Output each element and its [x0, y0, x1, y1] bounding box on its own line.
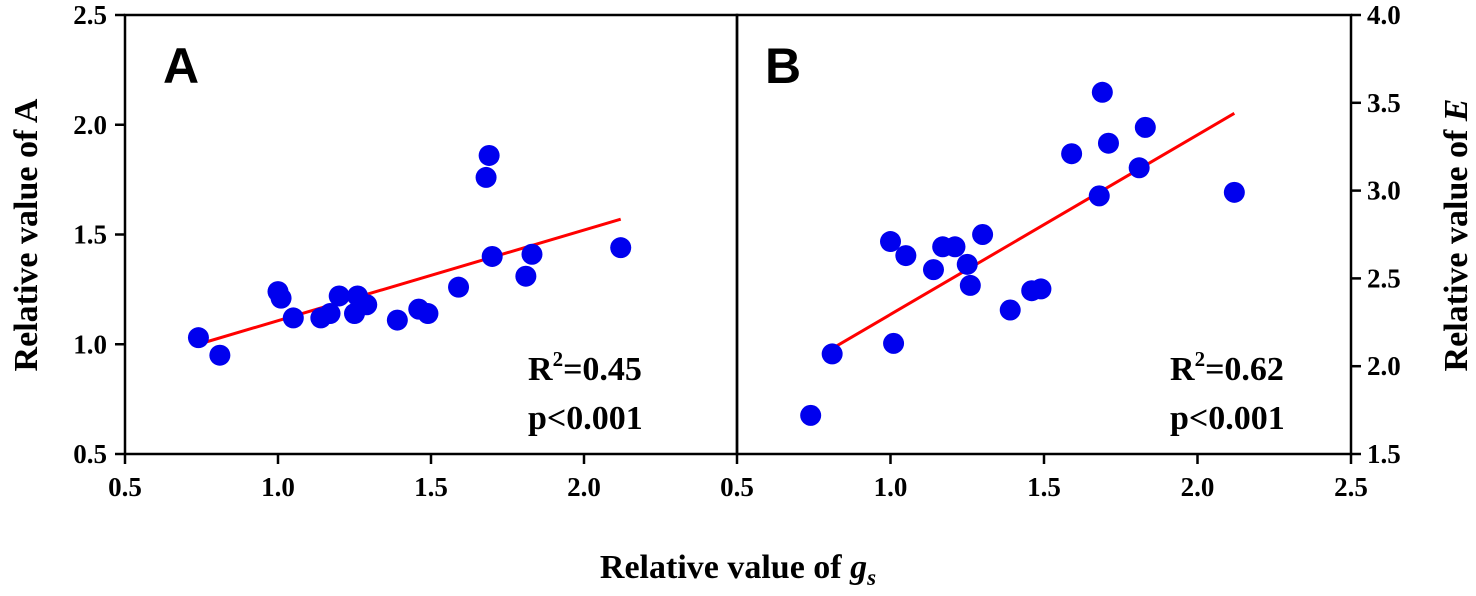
panel-b-frame — [735, 13, 1353, 456]
panel-b-y-axis-title-prefix: Relative value of — [1438, 121, 1475, 371]
x-axis-title-sub: s — [866, 565, 876, 590]
panel-a-data-point — [475, 166, 497, 188]
panel-b-y-axis-title-var: E — [1438, 99, 1475, 123]
panel-a-p-value: p<0.001 — [528, 400, 643, 437]
panel-b-p-value: p<0.001 — [1170, 400, 1285, 437]
panel-b-data-point — [972, 224, 994, 245]
panel-b-data-point — [959, 274, 981, 296]
x-axis-title: Relative value of gs — [600, 549, 876, 590]
panel-a-y-tick-label: 2.5 — [73, 0, 107, 30]
panel-b-data-point — [944, 236, 966, 258]
panel-b-ticks: 0.5 1.0 1.5 2.0 2.51.52.02.53.03.54.0 — [720, 0, 1401, 502]
panel-a-x-tick-label: 2.0 — [567, 472, 601, 502]
panel-b-data-point — [922, 259, 944, 281]
panel-a-data-point — [610, 237, 632, 259]
panel-a-data-point — [521, 243, 543, 265]
panel-b-y-tick-label: 2.5 — [1367, 263, 1401, 293]
panel-b-data-point — [1128, 157, 1150, 179]
panel-b-data-point — [821, 343, 843, 365]
panel-b-data-point — [800, 404, 822, 426]
panel-a-label: A — [163, 38, 199, 94]
panel-a-data-point — [270, 287, 292, 309]
panel-a-y-tick-label: 1.0 — [73, 329, 107, 359]
x-axis-title-prefix: Relative value of — [600, 549, 850, 586]
panel-a-points — [187, 144, 632, 366]
panel-a-data-point — [187, 327, 209, 349]
panel-b-fit-line-group — [822, 112, 1236, 356]
panel-a-y-tick-label: 0.5 — [73, 439, 107, 469]
panel-b-x-tick-label: 2.0 — [1181, 472, 1215, 502]
panel-a-data-point — [328, 285, 350, 307]
panel-a-data-point — [417, 303, 439, 325]
panel-b-fit-line — [822, 112, 1236, 356]
panel-a-data-point — [319, 303, 341, 325]
panel-b-data-point — [956, 253, 978, 275]
panel-a-r2-label: R — [528, 351, 553, 388]
panel-b-data-point — [1091, 81, 1113, 103]
panel-b-x-tick-label: 2.5 — [1334, 472, 1368, 502]
panel-b-data-point — [880, 231, 901, 253]
panel-a-ticks: 0.5 1.0 1.5 2.0 0.5 1.0 1.5 2.0 2.5 — [73, 0, 601, 502]
panel-b-data-point — [1088, 185, 1110, 207]
panel-b-y-axis-title: Relative value of E — [1438, 99, 1475, 372]
panel-a-r2-value: =0.45 — [563, 351, 642, 388]
panel-a-data-point — [478, 144, 500, 166]
panel-b-x-tick-label: 1.0 — [874, 472, 908, 502]
panel-b-y-tick-label: 4.0 — [1367, 0, 1401, 30]
panel-b-data-point — [999, 299, 1021, 321]
panel-a-data-point — [356, 294, 378, 316]
panel-b-x-tick-label: 0.5 — [720, 472, 754, 502]
panel-b-data-point — [1030, 278, 1052, 300]
panel-b-points — [800, 81, 1245, 426]
panel-a-y-axis-title: Relative value of A — [8, 98, 45, 371]
panel-a-r2-sup: 2 — [553, 347, 564, 371]
panel-a-r2: R2=0.45 — [528, 347, 642, 388]
panel-a-y-tick-label: 1.5 — [73, 220, 107, 250]
panel-a-data-point — [481, 245, 503, 267]
panel-b-y-tick-label: 3.5 — [1367, 88, 1401, 118]
panel-a-frame — [123, 13, 739, 456]
panel-b-r2-sup: 2 — [1195, 347, 1206, 371]
panel-b-data-point — [1097, 132, 1119, 154]
panel-b-data-point — [883, 332, 905, 354]
panel-b-data-point — [1223, 181, 1245, 203]
panel-b-r2: R2=0.62 — [1170, 347, 1284, 388]
panel-a-data-point — [209, 344, 231, 366]
panel-a-data-point — [386, 309, 408, 331]
panel-a-y-tick-label: 2.0 — [73, 110, 107, 140]
panel-b-label: B — [765, 38, 801, 94]
panel-b-r2-value: =0.62 — [1205, 351, 1284, 388]
panel-b-r2-label: R — [1170, 351, 1195, 388]
panel-b-data-point — [1134, 116, 1156, 138]
x-axis-title-var: g — [849, 549, 867, 586]
panel-b-y-tick-label: 3.0 — [1367, 176, 1401, 206]
panel-a-data-point — [515, 265, 537, 287]
panel-a-fit-line-group — [198, 217, 622, 346]
panel-a-x-tick-label: 1.5 — [414, 472, 448, 502]
panel-b-x-tick-label: 1.5 — [1027, 472, 1061, 502]
panel-a-x-tick-label: 0.5 — [108, 472, 142, 502]
panel-a-x-tick-label: 1.0 — [261, 472, 295, 502]
panel-a-data-point — [448, 276, 470, 298]
panel-b-y-tick-label: 2.0 — [1367, 351, 1401, 381]
panel-b-y-tick-label: 1.5 — [1367, 439, 1401, 469]
panel-b-data-point — [1061, 143, 1083, 165]
panel-a-data-point — [282, 307, 304, 329]
panel-b-data-point — [895, 245, 917, 267]
panel-a-fit-line — [198, 217, 622, 346]
